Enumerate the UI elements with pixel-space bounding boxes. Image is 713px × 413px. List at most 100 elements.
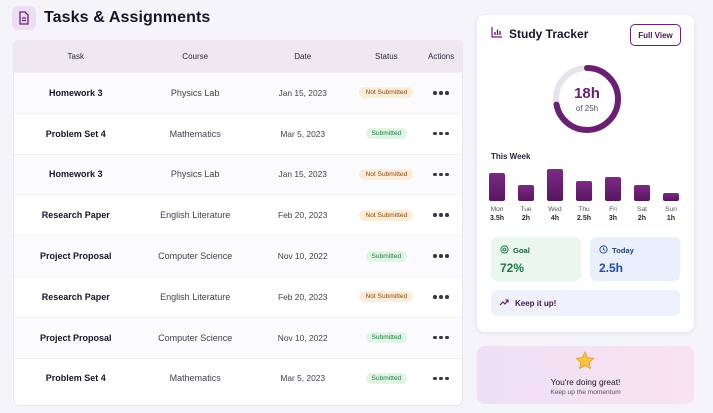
due-date: Nov 10, 2022	[277, 251, 328, 262]
day-name: Fri	[609, 206, 617, 213]
progress-ring-fill	[553, 65, 621, 133]
study-tracker-card: Study Tracker Full View 18h of 25h This …	[477, 15, 694, 332]
day-hours: 4h	[550, 215, 560, 222]
motivation-card: You're doing great! Keep up the momentum	[477, 346, 694, 404]
encouragement-text: Keep it up!	[515, 298, 557, 308]
bar-fri	[605, 177, 621, 201]
due-date: Nov 10, 2022	[277, 332, 328, 343]
table-row[interactable]: Homework 3 Physics Lab Jan 15, 2023 Not Sub…	[14, 72, 462, 113]
status-badge: Not Submitted	[359, 209, 414, 221]
task-name: Problem Set 4	[45, 128, 106, 139]
day-name: Wed	[548, 206, 562, 213]
day-hours: 2.5h	[576, 215, 591, 222]
status-badge: Not Submitted	[359, 87, 414, 99]
star-icon	[575, 351, 595, 371]
task-name: Research Paper	[41, 291, 110, 302]
motivation-subtitle: Keep up the momentum	[550, 389, 621, 396]
course-name: Mathematics	[169, 128, 221, 139]
table-row[interactable]: Problem Set 4 Mathematics Mar 5, 2023 Submi…	[14, 112, 462, 154]
column-header-course[interactable]: Course	[182, 52, 209, 61]
due-date: Feb 20, 2023	[278, 210, 328, 221]
task-name: Homework 3	[48, 169, 103, 180]
task-name: Project Proposal	[39, 251, 112, 262]
status-badge: Submitted	[365, 250, 408, 262]
status-badge: Not Submitted	[359, 291, 414, 303]
motivation-title: You're doing great!	[550, 377, 621, 387]
more-actions-icon[interactable]	[433, 91, 449, 95]
table-body: Homework 3 Physics Lab Jan 15, 2023 Not Sub…	[14, 72, 462, 398]
column-header-actions: Actions	[427, 52, 455, 61]
day-hours: 1h	[666, 215, 676, 222]
more-actions-icon[interactable]	[433, 213, 449, 218]
course-name: Computer Science	[158, 251, 233, 262]
goal-stat: Goal 72%	[491, 237, 581, 281]
more-actions-icon[interactable]	[433, 172, 449, 177]
more-actions-icon[interactable]	[433, 254, 449, 258]
goal-label: Goal	[513, 246, 530, 255]
table-row[interactable]: Project Proposal Computer Science Nov 10, …	[14, 235, 462, 276]
bar-tue	[518, 185, 534, 201]
due-date: Mar 5, 2023	[280, 128, 326, 139]
full-view-button[interactable]: Full View	[630, 24, 681, 46]
week-label: This Week	[491, 152, 531, 161]
progress-ring: 18h of 25h	[550, 62, 624, 136]
bar-wed	[547, 169, 563, 201]
tasks-panel: Tasks & Assignments Task Course Date Sta…	[6, 0, 468, 413]
clock-icon	[599, 245, 608, 256]
tracker-header: Study Tracker	[491, 25, 588, 43]
day-hours: 2h	[521, 215, 531, 222]
course-name: English Literature	[160, 291, 231, 302]
day-name: Mon	[490, 206, 504, 213]
total-hours: 18h	[574, 84, 600, 102]
total-goal-caption: of 25h	[575, 103, 599, 113]
due-date: Mar 5, 2023	[280, 373, 326, 384]
bar-thu	[576, 181, 592, 201]
encouragement-banner: Keep it up!	[491, 290, 680, 316]
target-icon	[500, 245, 509, 256]
day-label-tue: Tue 2h	[515, 205, 537, 223]
day-hours: 3.5h	[489, 215, 504, 222]
day-label-sun: Sun 1h	[660, 205, 682, 223]
table-row[interactable]: Homework 3 Physics Lab Jan 15, 2023 Not Sub…	[14, 153, 462, 195]
course-name: Physics Lab	[170, 87, 220, 98]
task-name: Homework 3	[48, 87, 103, 98]
day-label-fri: Fri 3h	[602, 205, 624, 223]
weekly-bar-chart	[489, 165, 683, 201]
today-label: Today	[612, 246, 634, 255]
bar-mon	[489, 173, 505, 201]
table-row[interactable]: Research Paper English Literature Feb 20, …	[14, 194, 462, 235]
day-label-wed: Wed 4h	[544, 205, 566, 223]
more-actions-icon[interactable]	[433, 131, 449, 136]
table-row[interactable]: Research Paper English Literature Feb 20, …	[14, 275, 462, 317]
page-header: Tasks & Assignments	[12, 6, 210, 30]
status-badge: Submitted	[365, 128, 408, 140]
day-label-sat: Sat 2h	[631, 205, 653, 223]
column-header-task[interactable]: Task	[67, 52, 84, 61]
day-name: Sat	[637, 206, 647, 213]
more-actions-icon[interactable]	[433, 376, 449, 381]
today-stat: Today 2.5h	[590, 237, 680, 281]
day-name: Sun	[665, 206, 677, 213]
page-title: Tasks & Assignments	[44, 9, 211, 26]
column-header-date[interactable]: Date	[294, 52, 312, 61]
status-badge: Submitted	[365, 332, 408, 344]
course-name: English Literature	[160, 210, 231, 221]
table-row[interactable]: Problem Set 4 Mathematics Mar 5, 2023 Submi…	[14, 357, 462, 399]
status-badge: Not Submitted	[359, 168, 414, 180]
task-name: Project Proposal	[39, 332, 112, 343]
course-name: Physics Lab	[170, 169, 220, 180]
trending-up-icon	[499, 298, 509, 308]
day-hours: 2h	[637, 215, 647, 222]
table-header: Task Course Date Status Actions	[14, 41, 462, 72]
more-actions-icon[interactable]	[433, 295, 449, 299]
day-label-mon: Mon 3.5h	[486, 205, 508, 223]
day-name: Tue	[520, 206, 532, 213]
bar-sun	[663, 193, 679, 201]
more-actions-icon[interactable]	[433, 335, 449, 340]
tasks-table: Task Course Date Status Actions Homework…	[13, 40, 463, 406]
bar-chart-icon	[491, 25, 503, 43]
task-name: Problem Set 4	[45, 373, 106, 384]
table-row[interactable]: Project Proposal Computer Science Nov 10, …	[14, 316, 462, 358]
column-header-status[interactable]: Status	[375, 52, 398, 61]
due-date: Feb 20, 2023	[278, 291, 328, 302]
